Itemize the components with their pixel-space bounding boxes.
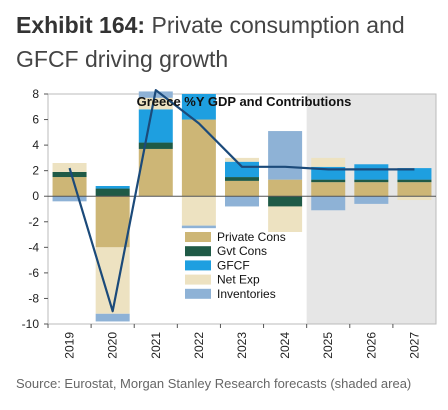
legend-label-gvt_cons: Gvt Cons <box>217 244 267 258</box>
legend-label-private_cons: Private Cons <box>217 230 286 244</box>
bar-gvt_cons-2026 <box>354 179 389 183</box>
bar-gvt_cons-2023 <box>225 177 259 181</box>
bar-net_exp-2022 <box>181 196 216 226</box>
bar-private_cons-2022 <box>181 119 216 197</box>
bar-net_exp-2020 <box>95 247 130 314</box>
bar-private_cons-2024 <box>268 179 303 197</box>
gdp-line <box>68 89 415 313</box>
bar-gvt_cons-2021 <box>138 142 173 149</box>
bar-gvt_cons-2020 <box>95 188 130 197</box>
exhibit-label: Exhibit 164: <box>16 12 146 38</box>
bar-inventories-2023 <box>225 196 259 207</box>
bar-gvt_cons-2025 <box>311 179 346 183</box>
x-tick-label: 2021 <box>149 332 163 359</box>
bar-private_cons-2023 <box>225 180 259 197</box>
exhibit-header: Exhibit 164: Private consumption and GFC… <box>16 8 436 76</box>
bar-private_cons-2020 <box>95 196 130 248</box>
x-tick-label: 2026 <box>364 332 378 359</box>
x-tick-label: 2027 <box>407 332 421 359</box>
bar-private_cons-2027 <box>397 182 432 197</box>
x-tick-label: 2025 <box>321 332 335 359</box>
bar-private_cons-2025 <box>311 182 346 197</box>
plot-frame <box>47 93 437 325</box>
y-tick-label: 4 <box>32 138 39 152</box>
y-tick-label: -10 <box>22 317 40 331</box>
legend-label-net_exp: Net Exp <box>217 273 260 287</box>
legend-swatch-private_cons <box>185 232 211 242</box>
bar-net_exp-2019 <box>52 163 87 172</box>
gdp-contributions-chart: 8 6 4 2 0 -2 -4 -6 -8 -10 Greece %Y GDP and Contri… <box>22 87 437 359</box>
source-note: Source: Eurostat, Morgan Stanley Researc… <box>16 376 412 391</box>
bar-inventories-2022 <box>181 225 216 229</box>
legend-label-inventories: Inventories <box>217 287 276 301</box>
exhibit-title: Private consumption and GFCF driving gro… <box>16 12 405 72</box>
x-tick-label: 2024 <box>278 332 292 359</box>
bar-inventories-2020 <box>95 313 130 322</box>
bar-private_cons-2019 <box>52 177 87 197</box>
legend-swatch-gvt_cons <box>185 246 211 257</box>
bar-net_exp-2023 <box>225 157 259 162</box>
bar-net_exp-2024 <box>268 206 303 232</box>
x-tick-label: 2023 <box>235 332 249 359</box>
bar-inventories-2019 <box>52 196 87 202</box>
chart-title: Greece %Y GDP and Contributions <box>137 94 352 109</box>
y-tick-label: 2 <box>32 164 39 178</box>
y-tick-label: 6 <box>32 113 39 127</box>
legend-swatch-net_exp <box>185 274 211 285</box>
y-tick-label: -2 <box>28 215 39 229</box>
bar-inventories-2024 <box>268 131 303 180</box>
y-tick-label: -8 <box>28 291 39 305</box>
bar-net_exp-2025 <box>311 157 346 167</box>
legend-swatch-inventories <box>185 288 211 299</box>
bar-inventories-2025 <box>311 196 346 211</box>
bar-net_exp-2027 <box>397 196 432 201</box>
bar-net_exp-2021 <box>138 97 173 110</box>
x-tick-label: 2019 <box>63 332 77 359</box>
bar-gvt_cons-2027 <box>397 179 432 183</box>
x-tick-label: 2022 <box>192 332 206 359</box>
bar-gfcf-2020 <box>95 186 130 189</box>
y-tick-label: 8 <box>32 87 39 101</box>
legend-label-gfcf: GFCF <box>217 258 250 272</box>
y-tick-label: -4 <box>28 240 39 254</box>
y-tick-label: -6 <box>28 266 39 280</box>
bar-inventories-2026 <box>354 196 389 204</box>
x-tick-label: 2020 <box>106 332 120 359</box>
bar-gfcf-2026 <box>354 164 389 180</box>
bar-gvt_cons-2019 <box>52 171 87 178</box>
bar-gfcf-2023 <box>225 161 259 178</box>
bar-gfcf-2021 <box>138 109 173 143</box>
bar-private_cons-2026 <box>354 182 389 197</box>
bar-gvt_cons-2024 <box>268 196 303 207</box>
y-tick-label: 0 <box>32 189 39 203</box>
bar-private_cons-2021 <box>138 148 173 197</box>
bar-gfcf-2027 <box>397 168 432 180</box>
legend-swatch-gfcf <box>185 260 211 271</box>
